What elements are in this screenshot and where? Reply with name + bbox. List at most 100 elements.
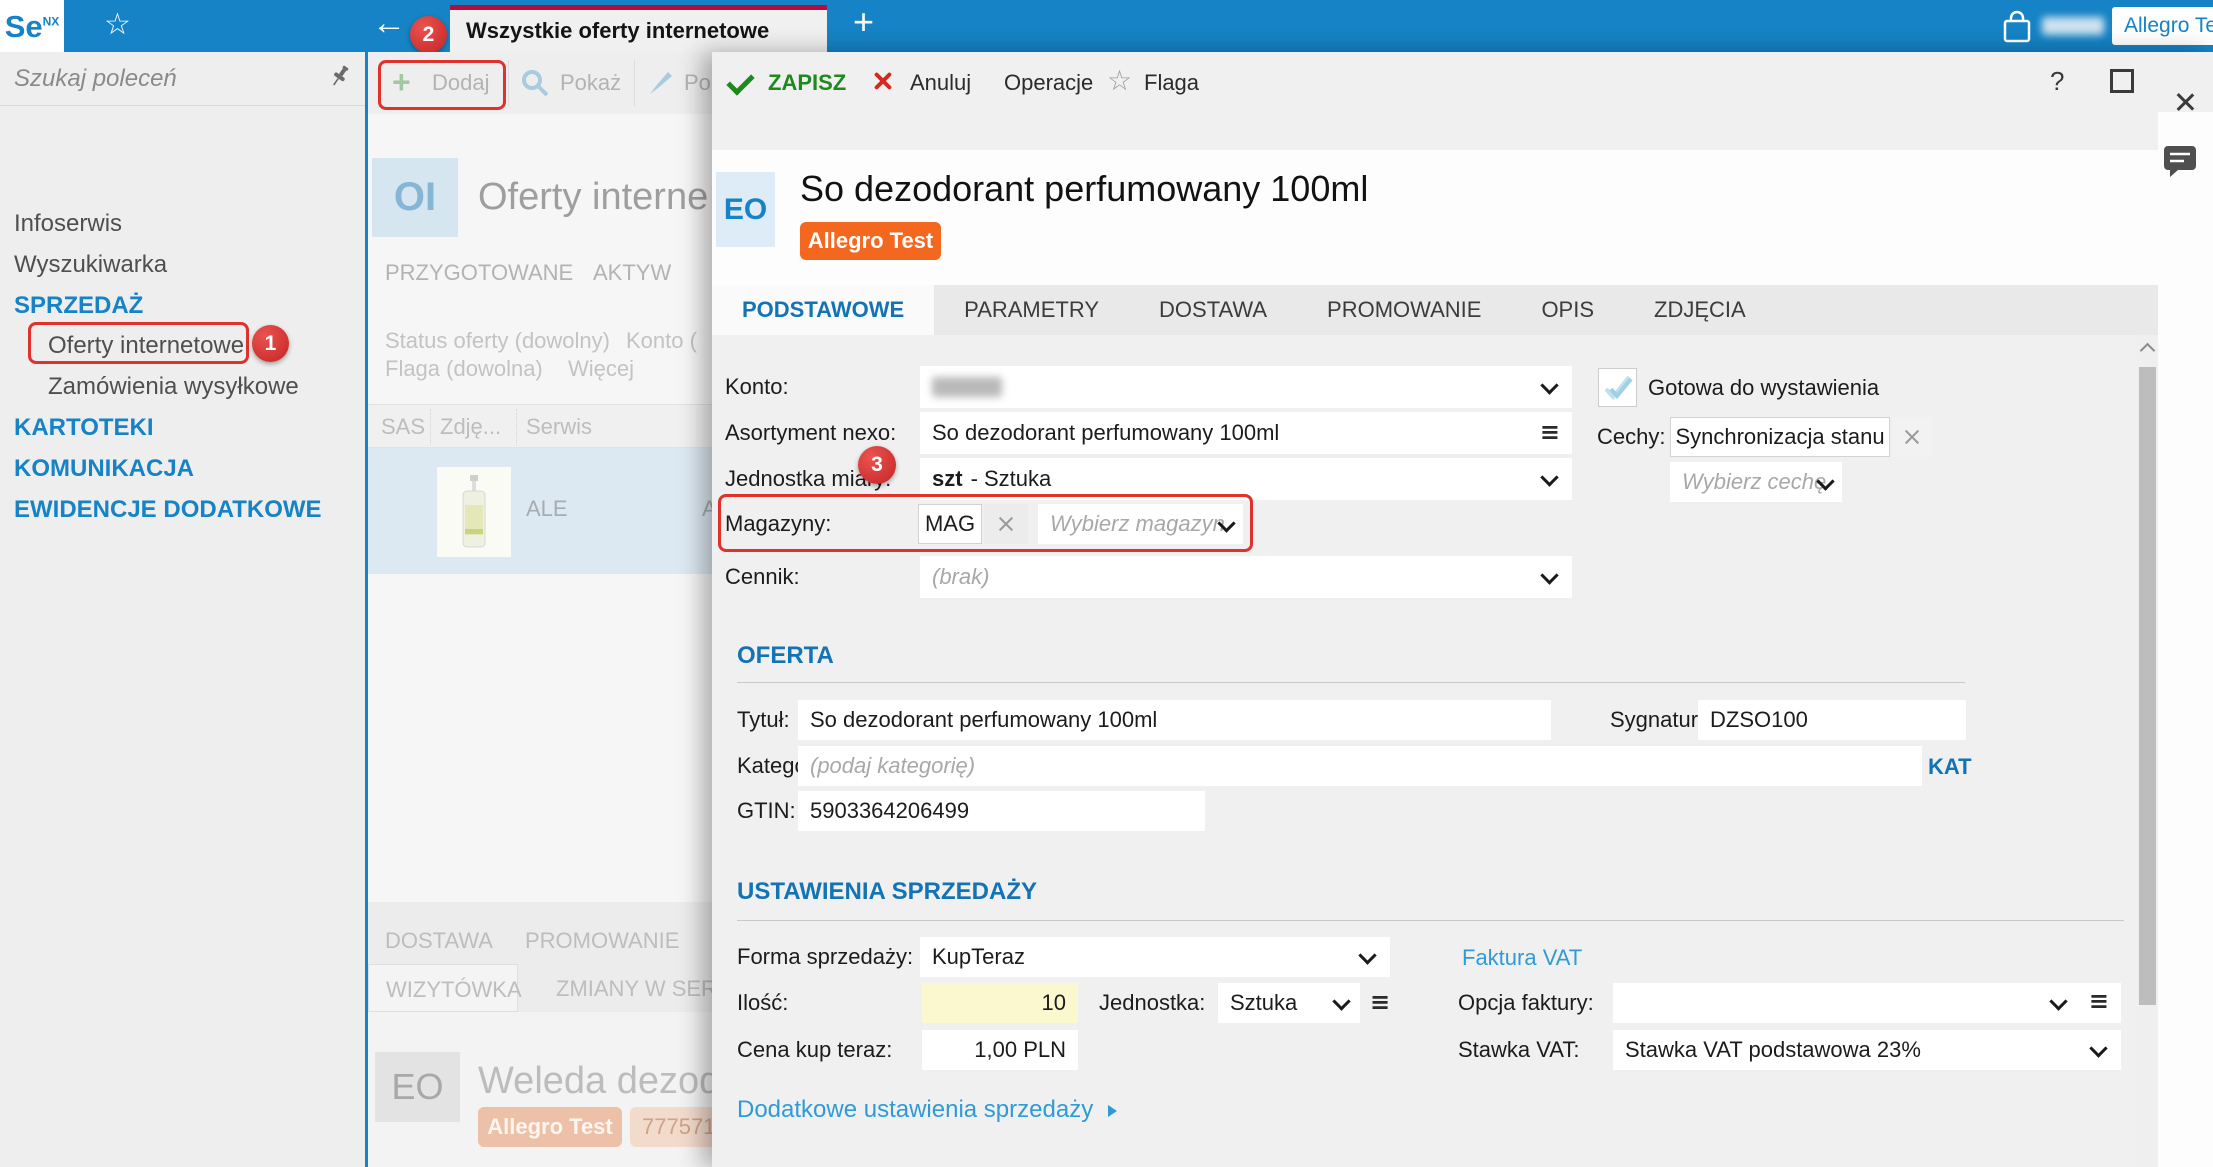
column-sas[interactable]: SAS [381,414,426,439]
asortyment-field[interactable]: So dezodorant perfumowany 100ml ≡ [920,412,1572,454]
account-button[interactable]: Allegro Te [2112,7,2213,45]
operations-menu[interactable]: Operacje [1004,70,1094,95]
jednostka-miary-select[interactable]: szt - Sztuka [920,458,1572,500]
sidebar-item-oferty-internetowe[interactable]: Oferty internetowe [48,332,245,359]
filter-konto[interactable]: Konto ( [626,328,697,353]
toolbar-separator [634,60,635,106]
sidebar-item-zamowienia-wysylkowe[interactable]: Zamówienia wysyłkowe [48,373,299,400]
tab-zdjecia[interactable]: ZDJĘCIA [1654,297,1746,322]
detail-badge-number: 777571 [630,1107,712,1147]
list-tab-aktywne[interactable]: AKTYW [593,260,672,285]
cennik-select[interactable]: (brak) [920,556,1572,598]
tab-dostawa[interactable]: DOSTAWA [1159,297,1268,322]
filter-status[interactable]: Status oferty (dowolny) [385,328,610,353]
tytul-input[interactable]: So dezodorant perfumowany 100ml [798,700,1551,740]
kat-link[interactable]: KAT [1928,754,1972,779]
pin-icon[interactable] [328,63,352,89]
list-tab-przygotowane[interactable]: PRZYGOTOWANE [385,260,574,285]
cena-input[interactable]: 1,00 PLN [922,1030,1078,1070]
bag-icon[interactable] [2001,10,2033,44]
annotation-badge-2: 2 [410,16,447,53]
jednostka-select[interactable]: Sztuka [1218,983,1360,1023]
comment-icon[interactable] [2162,144,2198,178]
forma-select[interactable]: KupTeraz [920,937,1390,977]
detail-tab-dostawa[interactable]: DOSTAWA [385,928,493,953]
add-button[interactable]: Dodaj [432,70,490,95]
stawka-select[interactable]: Stawka VAT podstawowa 23% [1613,1030,2121,1070]
gtin-label: GTIN: [737,798,796,823]
annotation-badge-3: 3 [858,446,896,484]
detail-tab-wizytowka-label: WIZYTÓWKA [386,977,522,1002]
sygnatura-input[interactable]: DZSO100 [1698,700,1966,740]
show-button[interactable]: Pokaż [560,70,622,95]
cennik-label: Cennik: [725,564,800,589]
scrollbar[interactable] [2137,335,2158,1167]
ready-checkbox[interactable] [1598,368,1637,407]
sidebar-section-komunikacja[interactable]: KOMUNIKACJA [14,455,194,482]
back-arrow-icon[interactable]: ← [372,4,406,42]
sidebar-section-ewidencje-dodatkowe[interactable]: EWIDENCJE DODATKOWE [14,496,322,523]
dialog-header: EO So dezodorant perfumowany 100ml Alleg… [712,150,2158,285]
sidebar-section-kartoteki[interactable]: KARTOTEKI [14,414,154,441]
cecha-remove-button[interactable] [1892,417,1932,457]
edit-brush-icon[interactable] [646,68,676,98]
tab-podstawowe[interactable]: PODSTAWOWE [712,285,935,335]
hamburger-icon[interactable]: ≡ [1539,418,1560,446]
ilosc-input[interactable]: 10 [922,983,1078,1023]
favorites-star-icon[interactable]: ☆ [104,8,131,41]
save-button[interactable]: ZAPISZ [768,70,847,95]
cena-label: Cena kup teraz: [737,1037,893,1062]
chevron-down-icon [1540,376,1559,395]
detail-tab-wizytowka[interactable]: WIZYTÓWKA [368,964,522,1012]
show-magnifier-icon[interactable] [520,68,550,98]
detail-tab-zmiany[interactable]: ZMIANY W SER [556,976,712,1001]
jednostka-hamburger-icon[interactable]: ≡ [1370,988,1391,1016]
command-search[interactable]: Szukaj poleceń [0,52,365,106]
flag-star-icon: ☆ [1107,65,1133,96]
konto-label: Konto: [725,374,789,399]
column-zdjecie[interactable]: Zdję... [440,414,502,439]
detail-tab-promowanie[interactable]: PROMOWANIE [525,928,680,953]
filter-wiecej[interactable]: Więcej [568,356,635,381]
cecha-select[interactable]: Wybierz cechę [1670,462,1842,502]
dodatkowe-link[interactable]: Dodatkowe ustawienia sprzedaży [737,1096,1117,1124]
column-serwis[interactable]: Serwis [526,414,593,439]
tab-parametry[interactable]: PARAMETRY [964,297,1100,322]
close-button[interactable] [2174,91,2196,113]
magazyny-label: Magazyny: [725,511,832,536]
gtin-input[interactable]: 5903364206499 [798,791,1205,831]
list-entity-abbr: OI [372,158,458,237]
flag-button[interactable]: Flaga [1144,70,1200,95]
magazyn-select[interactable]: Wybierz magazyn [1038,504,1243,544]
scroll-up-icon[interactable] [2139,342,2156,359]
sidebar-item-infoserwis[interactable]: Infoserwis [14,210,123,237]
chevron-down-icon [1540,566,1559,585]
annotation-box-magazyny [718,494,1253,552]
detail-entity-abbr: EO [375,1052,460,1122]
tab-promowanie[interactable]: PROMOWANIE [1327,297,1482,322]
browser-tab[interactable]: Wszystkie oferty internetowe [450,5,827,52]
help-button[interactable]: ? [2050,66,2065,96]
app-logo[interactable]: SeNX [0,0,64,52]
table-row[interactable]: ALE A [368,448,712,574]
chevron-down-icon [2089,1039,2108,1058]
kategoria-input[interactable]: (podaj kategorię) [798,746,1922,786]
edit-button[interactable]: Po [684,70,711,95]
new-tab-button[interactable]: + [853,1,875,42]
opcja-select[interactable]: ≡ [1613,983,2121,1023]
scrollbar-thumb[interactable] [2139,367,2156,1005]
sidebar-item-wyszukiwarka[interactable]: Wyszukiwarka [14,251,168,278]
cancel-button[interactable]: Anuluj [910,70,972,95]
add-plus-icon[interactable]: + [392,64,411,100]
oferta-heading: OFERTA [737,642,834,669]
maximize-button[interactable] [2110,69,2134,93]
sidebar-section-sprzedaz[interactable]: SPRZEDAŻ [14,292,144,319]
tab-opis[interactable]: OPIS [1541,297,1595,322]
faktura-vat-link[interactable]: Faktura VAT [1462,945,1583,970]
kategoria-placeholder: (podaj kategorię) [810,753,976,778]
filter-flaga[interactable]: Flaga (dowolna) [385,356,543,381]
magazyn-remove-button[interactable] [984,504,1028,544]
opcja-hamburger-icon[interactable]: ≡ [2088,987,2109,1015]
konto-select[interactable] [920,366,1572,408]
row-cell-ale: ALE [526,496,568,521]
